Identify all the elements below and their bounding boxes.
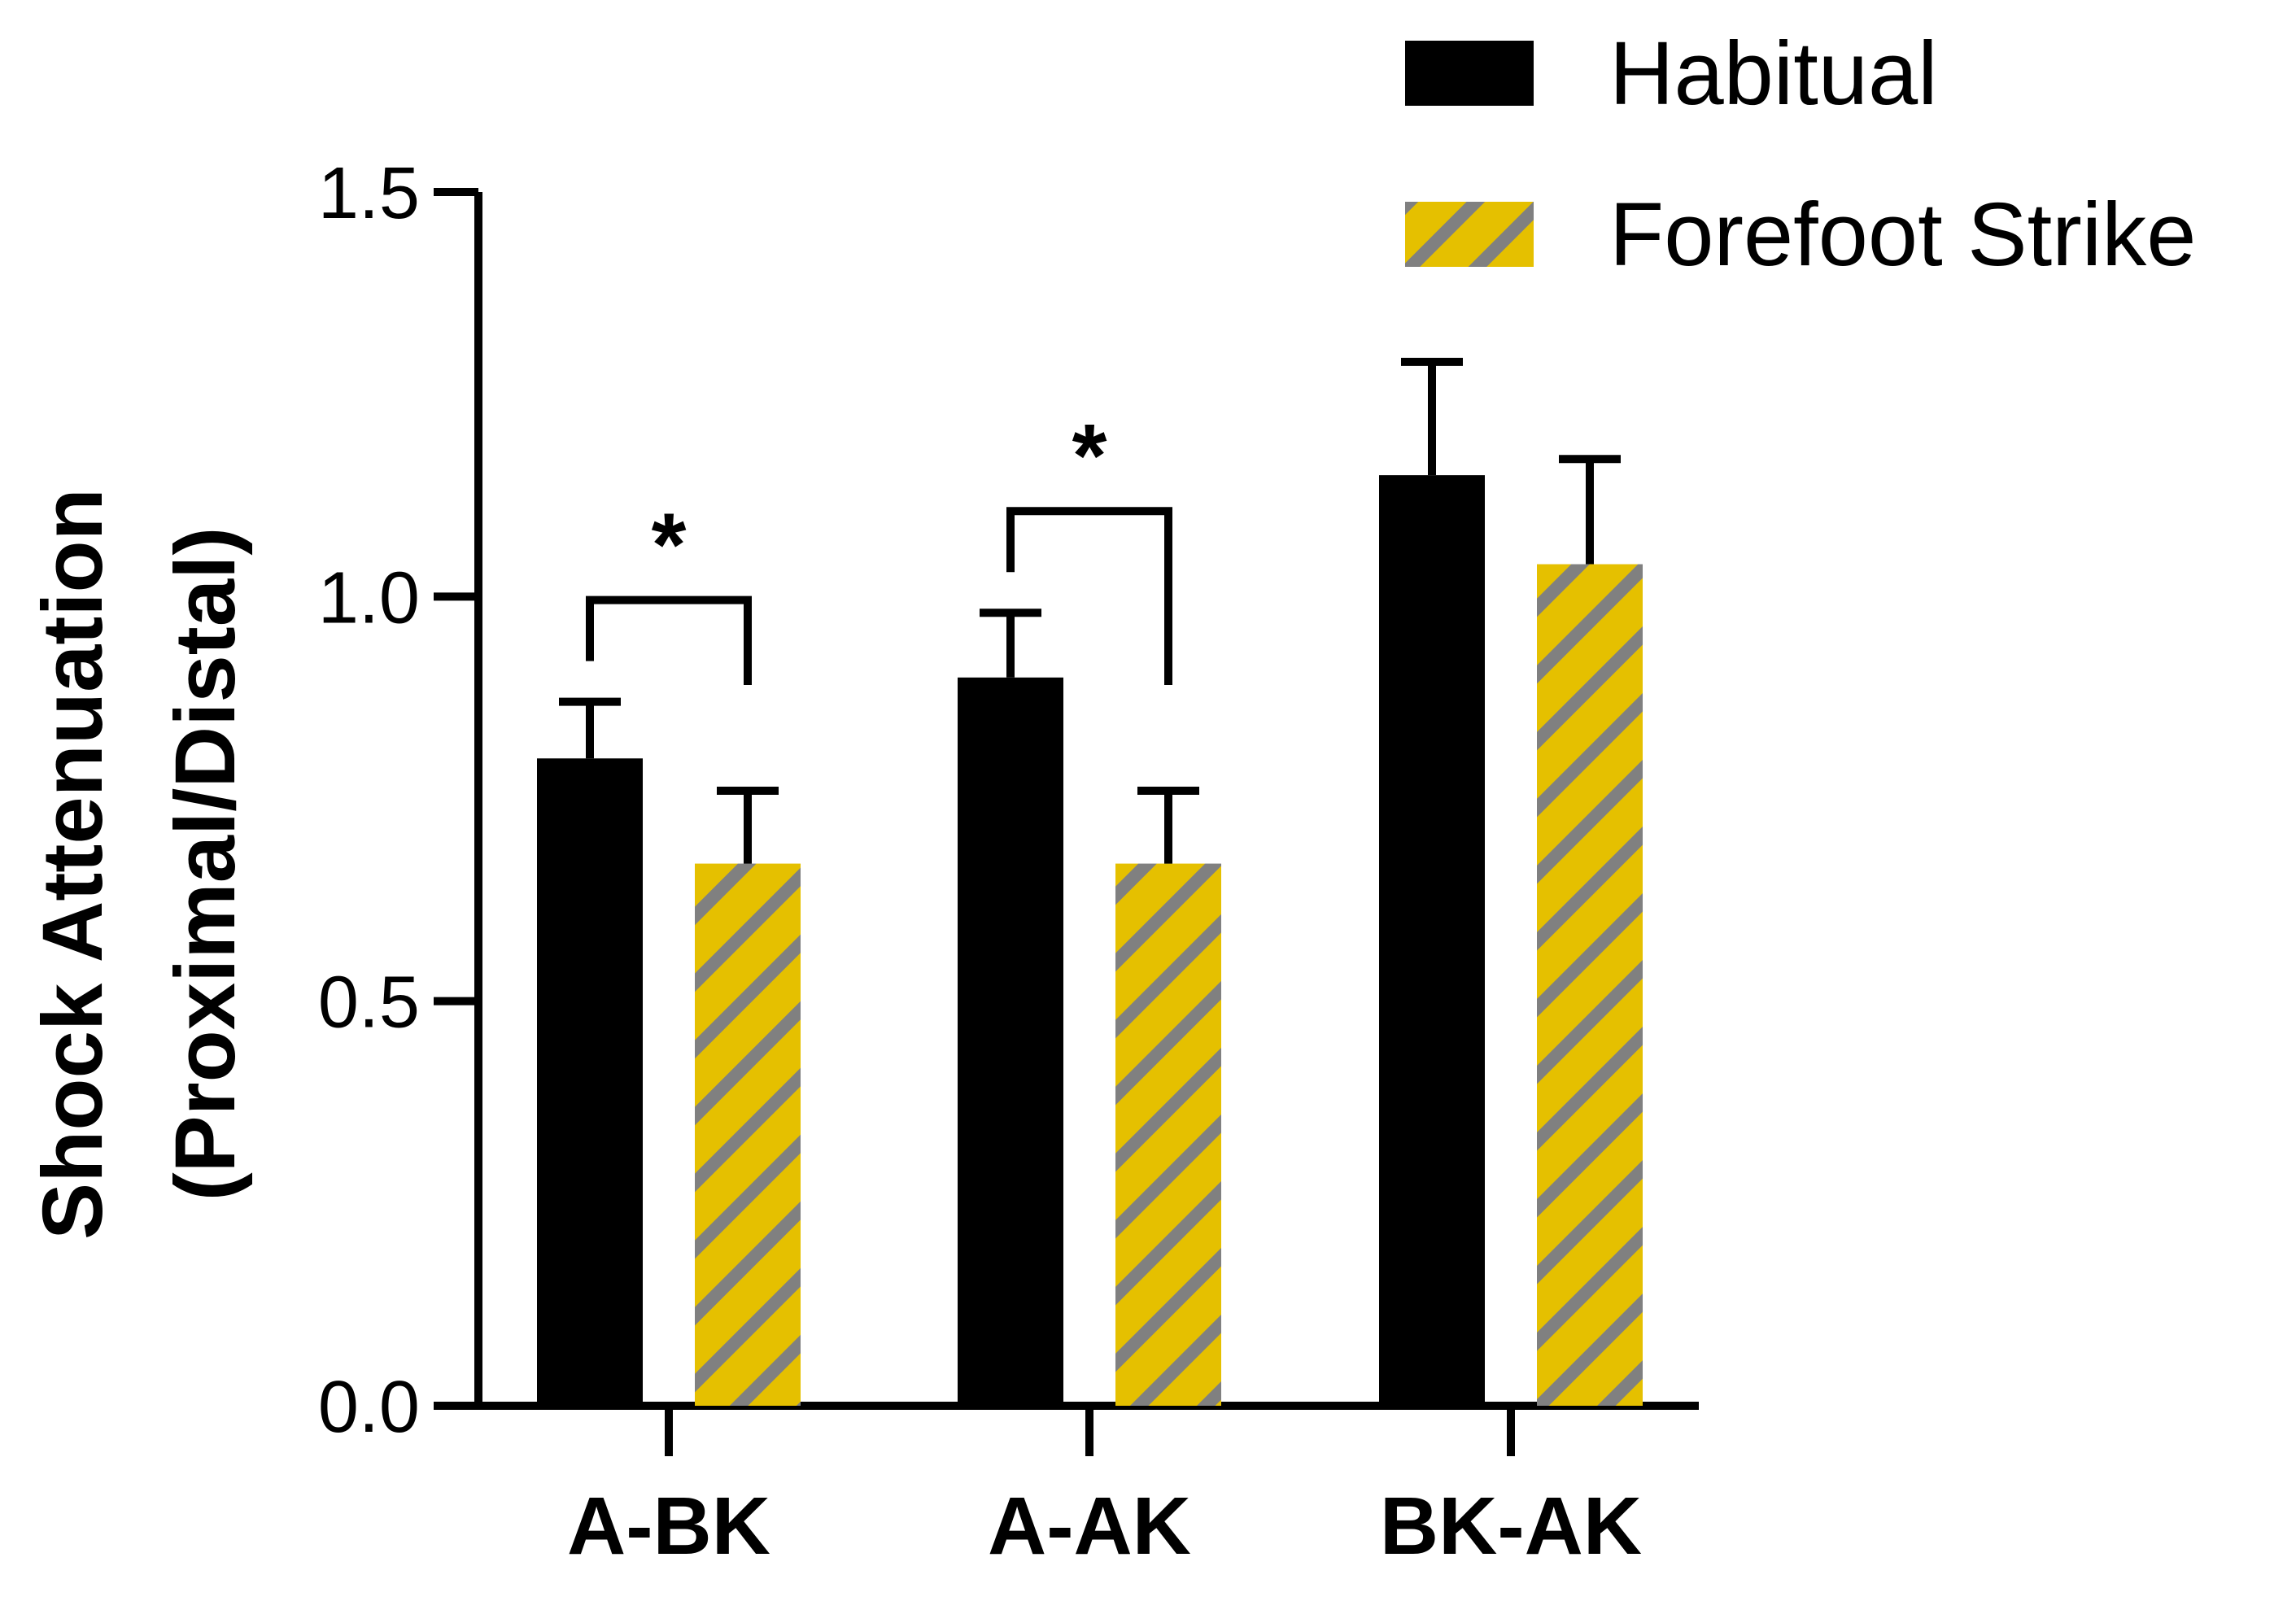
y-tick-label: 1.5: [318, 153, 420, 234]
bar-habitual-a-ak: [958, 677, 1063, 1406]
bars: [537, 475, 1643, 1407]
significance-markers: **: [586, 406, 1172, 686]
bar-forefoot-a-bk: [695, 863, 801, 1406]
error-bars: [559, 357, 1621, 864]
legend-swatch-habitual: [1405, 41, 1534, 106]
bar-habitual-a-bk: [537, 758, 643, 1406]
legend-swatch-forefoot: [1405, 202, 1534, 267]
y-axis-label-line2: (Proximal/Distal): [158, 527, 253, 1202]
y-tick-label: 1.0: [318, 557, 420, 639]
axes: 0.0 0.5 1.0 1.5 A-BK A-AK BK-AK: [318, 153, 1699, 1572]
significance-asterisk: *: [652, 495, 687, 595]
x-tick-label: BK-AK: [1380, 1481, 1642, 1572]
bar-habitual-bk-ak: [1379, 475, 1485, 1407]
legend: Habitual Forefoot Strike: [1405, 24, 2196, 285]
x-tick-label: A-AK: [988, 1481, 1191, 1572]
significance-bracket: [1006, 507, 1172, 686]
x-tick-label: A-BK: [567, 1481, 770, 1572]
significance-bracket: [586, 595, 752, 686]
significance-asterisk: *: [1072, 406, 1107, 506]
legend-label-forefoot: Forefoot Strike: [1609, 185, 2196, 285]
bar-forefoot-bk-ak: [1537, 564, 1643, 1407]
y-axis-label: Shock Attenuation (Proximal/Distal): [25, 488, 253, 1240]
y-tick-label: 0.5: [318, 962, 420, 1044]
y-axis-label-line1: Shock Attenuation: [25, 488, 120, 1240]
y-tick-label: 0.0: [318, 1367, 420, 1448]
legend-label-habitual: Habitual: [1609, 24, 1938, 124]
bar-forefoot-a-ak: [1115, 863, 1221, 1406]
